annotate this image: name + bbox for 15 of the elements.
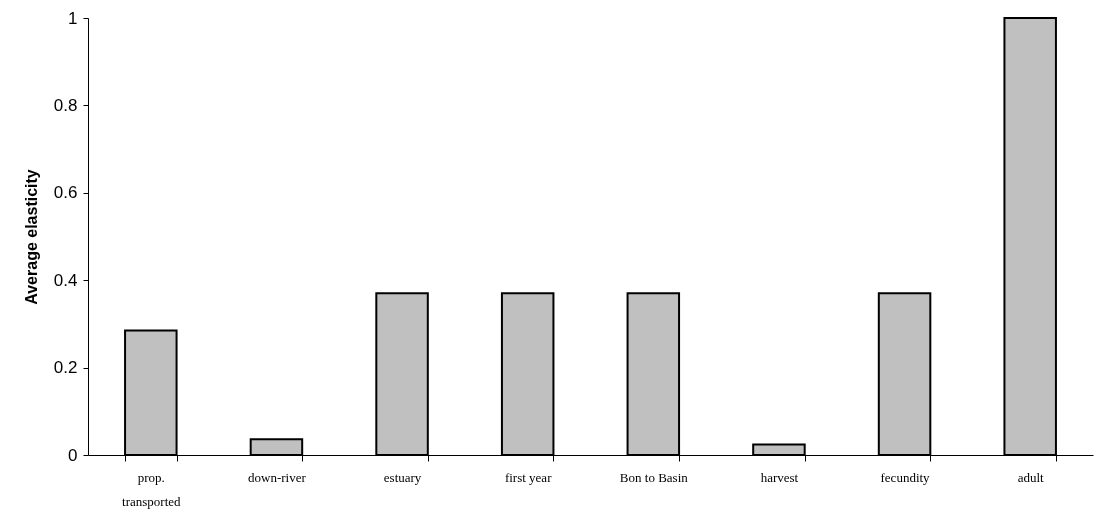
y-tick-label: 0.6	[53, 183, 78, 203]
x-tick-label: fecundity	[880, 469, 931, 485]
x-tick-label: prop. transported	[122, 469, 182, 509]
x-tick-label: first year	[504, 469, 553, 485]
y-tick-label: 0.4	[53, 270, 78, 290]
y-tick-label: 0.8	[53, 95, 78, 115]
y-axis-title: Average elasticity	[22, 169, 40, 305]
y-tick-label: 0	[68, 445, 78, 465]
x-tick-label: adult	[1017, 469, 1045, 485]
y-tick-label: 1	[68, 8, 78, 28]
y-tick-label: 0.2	[53, 358, 78, 378]
x-tick-label: down-river	[248, 469, 307, 485]
x-tick-label: Bon to Basin	[619, 469, 689, 485]
x-tick-label: harvest	[760, 469, 799, 485]
x-tick-label: estuary	[383, 469, 422, 485]
